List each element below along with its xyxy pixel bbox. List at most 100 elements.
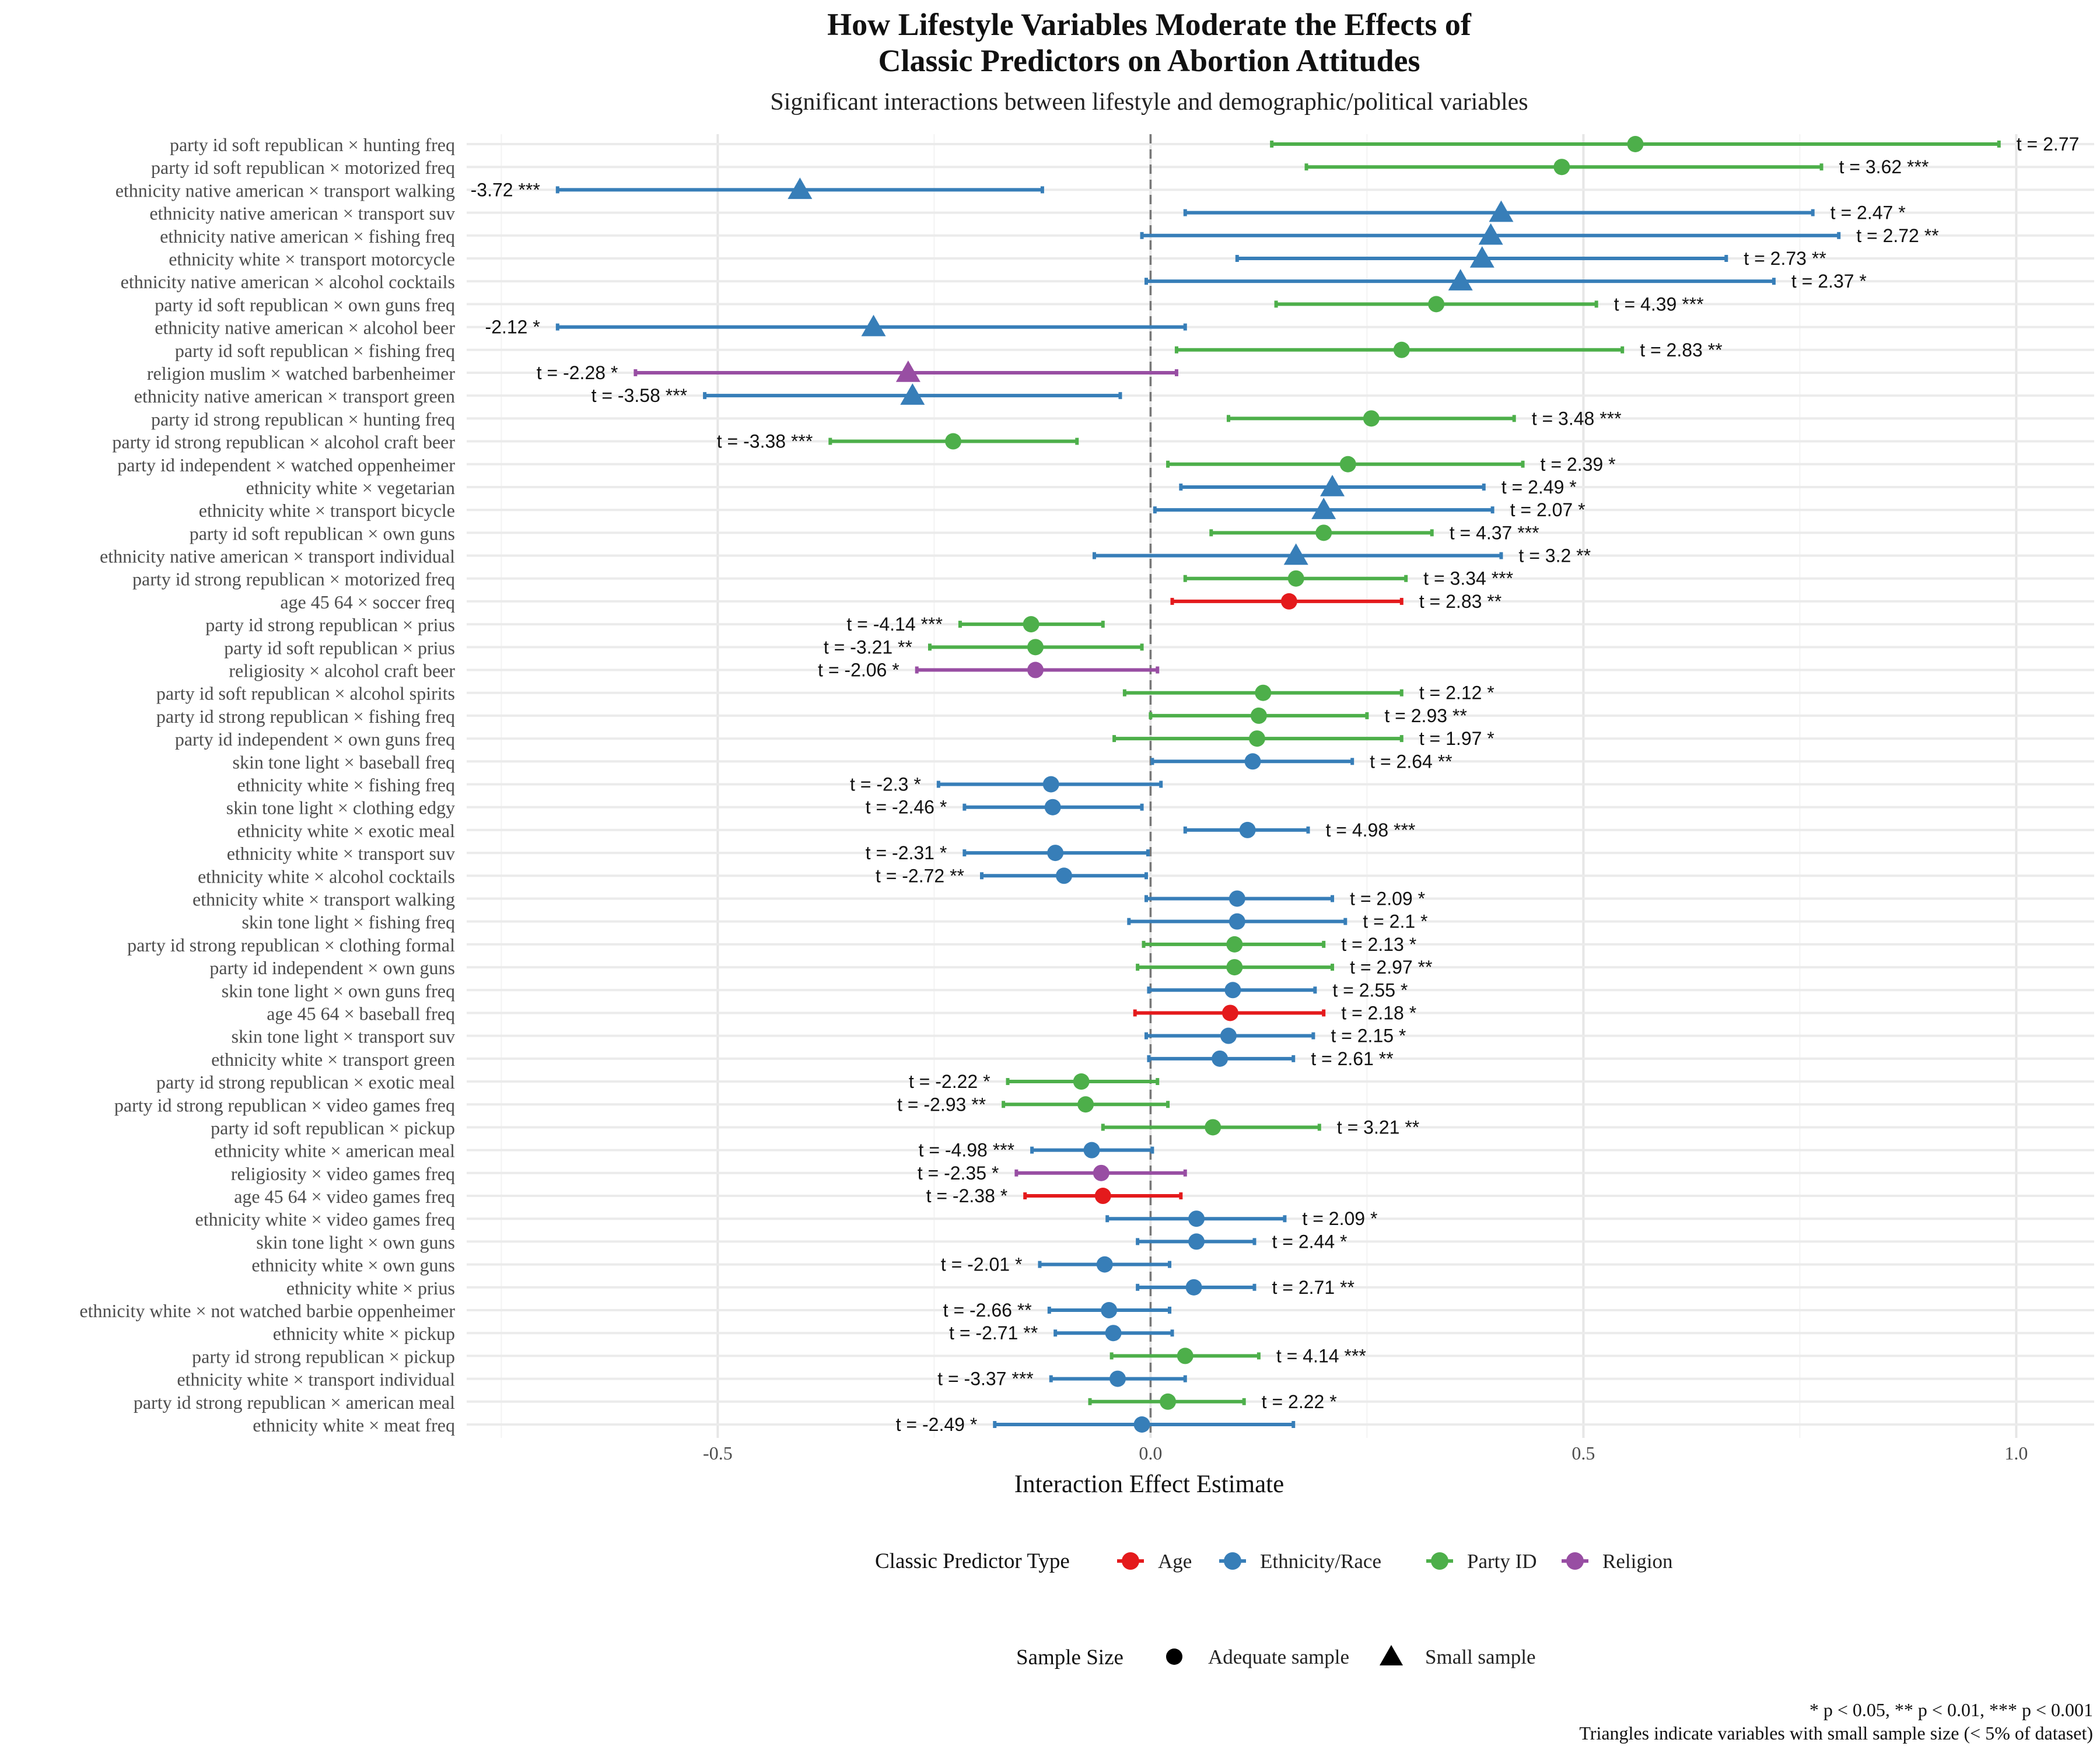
t-stat-label: t = 3.21 ** [1337, 1116, 1419, 1138]
chart-title: How Lifestyle Variables Moderate the Eff… [827, 7, 1472, 78]
plot-rows: party id soft republican × hunting freq t… [79, 134, 2079, 1436]
estimate-point [1027, 639, 1044, 656]
data-row: ethnicity native american × transport gr… [134, 383, 1122, 407]
data-row: party id strong republican × video games… [114, 1094, 1170, 1115]
data-row: party id strong republican × fishing fre… [156, 705, 1467, 727]
row-label: religiosity × video games freq [231, 1163, 455, 1184]
estimate-point [1083, 1142, 1100, 1158]
row-label: ethnicity white × american meal [214, 1140, 455, 1161]
estimate-point [1287, 570, 1304, 587]
data-row: ethnicity native american × transport su… [149, 200, 1906, 224]
data-row: party id strong republican × pickup t = 4… [192, 1345, 1366, 1367]
estimate-point [1027, 662, 1044, 678]
t-stat-label: t = 2.73 ** [1744, 248, 1826, 269]
estimate-point [1101, 1302, 1118, 1319]
t-stat-label: t = -2.31 * [866, 842, 947, 863]
data-row: ethnicity native american × alcohol beer… [155, 314, 1187, 338]
data-row: skin tone light × baseball freq t = 2.64 … [232, 751, 1452, 772]
estimate-triangle [900, 383, 925, 405]
data-row: party id independent × watched oppenheim… [117, 454, 1615, 475]
t-stat-label: t = -3.37 *** [937, 1368, 1034, 1390]
estimate-point [1044, 799, 1061, 816]
t-stat-label: t = 2.44 * [1272, 1231, 1347, 1252]
t-stat-label: t = 2.83 ** [1419, 591, 1502, 612]
t-stat-label: t = 2.71 ** [1272, 1277, 1354, 1298]
row-label: ethnicity native american × transport wa… [116, 180, 455, 201]
t-stat-label: t = 3.2 ** [1518, 545, 1591, 566]
row-label: party id soft republican × own guns [190, 523, 455, 544]
t-stat-label: t = 3.48 *** [1532, 408, 1622, 429]
row-label: ethnicity white × meat freq [253, 1415, 455, 1436]
t-stat-label: t = 2.1 * [1363, 911, 1427, 932]
estimate-point [1023, 616, 1040, 633]
t-stat-label: t = 3.34 *** [1423, 568, 1513, 589]
row-label: ethnicity white × transport individual [177, 1369, 455, 1390]
estimate-point [1248, 730, 1265, 747]
data-row: party id soft republican × own guns t = 4… [190, 522, 1539, 544]
row-label: party id soft republican × own guns freq [155, 294, 455, 315]
row-label: ethnicity white × own guns [251, 1255, 455, 1276]
data-row: religiosity × alcohol craft beer t = -2.0… [229, 660, 1160, 681]
estimate-point [1077, 1096, 1094, 1113]
data-row: ethnicity white × meat freq t = -2.49 * [253, 1414, 1296, 1436]
data-row: religion muslim × watched barbenheimer t … [147, 360, 1178, 384]
data-row: party id strong republican × alcohol cra… [112, 431, 1079, 453]
t-stat-label: t = 4.39 *** [1614, 293, 1704, 314]
data-row: skin tone light × transport suv t = 2.15 … [232, 1026, 1406, 1047]
legend-item-label: Small sample [1425, 1646, 1536, 1668]
data-row: ethnicity white × video games freq t = 2.… [195, 1208, 1378, 1230]
legend-title: Sample Size [1016, 1646, 1124, 1670]
t-stat-label: t = 4.14 *** [1276, 1345, 1366, 1366]
estimate-triangle [1311, 498, 1336, 519]
t-stat-label: t = -2.3 * [850, 774, 921, 795]
row-label: party id strong republican × prius [205, 614, 455, 635]
data-row: ethnicity white × transport individual t … [177, 1368, 1187, 1390]
row-label: ethnicity white × transport motorcycle [169, 249, 455, 270]
data-row: party id soft republican × hunting freq t… [170, 134, 2079, 155]
row-label: age 45 64 × soccer freq [280, 592, 455, 612]
row-label: skin tone light × transport suv [232, 1026, 455, 1047]
t-stat-label: t = 2.22 * [1262, 1391, 1337, 1412]
t-stat-label: t = 3.62 *** [1839, 156, 1929, 177]
t-stat-label: t = -2.46 * [866, 797, 947, 818]
estimate-point [1250, 707, 1267, 724]
estimate-point [1205, 1119, 1222, 1136]
estimate-triangle [1320, 474, 1345, 496]
estimate-point [1110, 1370, 1126, 1387]
data-row: age 45 64 × soccer freq t = 2.83 ** [280, 591, 1502, 612]
row-label: religiosity × alcohol craft beer [229, 660, 455, 681]
t-stat-label: -3.72 *** [471, 179, 540, 200]
data-row: skin tone light × own guns freq t = 2.55 … [222, 979, 1408, 1001]
estimate-point [1226, 936, 1243, 953]
estimate-point [1133, 1416, 1150, 1433]
t-stat-label: t = -4.14 *** [846, 614, 943, 635]
t-stat-label: t = -3.21 ** [824, 636, 912, 657]
t-stat-label: t = 2.93 ** [1384, 705, 1466, 726]
t-stat-label: t = 2.37 * [1791, 271, 1867, 292]
estimate-point [1228, 890, 1245, 907]
data-row: party id independent × own guns freq t = … [175, 728, 1494, 750]
t-stat-label: t = 2.77 [2017, 134, 2080, 155]
legend-item-label: Age [1158, 1550, 1192, 1573]
t-stat-label: t = 2.13 * [1341, 934, 1416, 955]
estimate-triangle [1469, 246, 1494, 268]
t-stat-label: t = 2.72 ** [1856, 225, 1938, 246]
data-row: ethnicity native american × transport wa… [116, 177, 1044, 201]
data-row: ethnicity white × transport suv t = -2.31… [227, 842, 1150, 864]
data-row: party id soft republican × pickup t = 3.2… [211, 1116, 1419, 1138]
legend-predictor-type: Classic Predictor Type Age Ethnicity/Race P… [875, 1549, 1673, 1573]
estimate-point [1188, 1210, 1205, 1227]
row-label: skin tone light × clothing edgy [226, 797, 455, 818]
estimate-point [1188, 1233, 1205, 1250]
data-row: ethnicity white × pickup t = -2.71 ** [273, 1322, 1174, 1344]
data-row: party id strong republican × hunting fre… [151, 408, 1622, 429]
estimate-point [1428, 296, 1445, 313]
data-row: age 45 64 × video games freq t = -2.38 * [234, 1185, 1183, 1207]
data-row: skin tone light × own guns t = 2.44 * [256, 1231, 1347, 1252]
row-label: party id independent × own guns freq [175, 729, 455, 750]
t-stat-label: t = -2.06 * [818, 660, 900, 681]
estimate-triangle [861, 314, 886, 337]
t-stat-label: t = -2.28 * [537, 362, 618, 383]
t-stat-label: t = 1.97 * [1419, 728, 1494, 749]
